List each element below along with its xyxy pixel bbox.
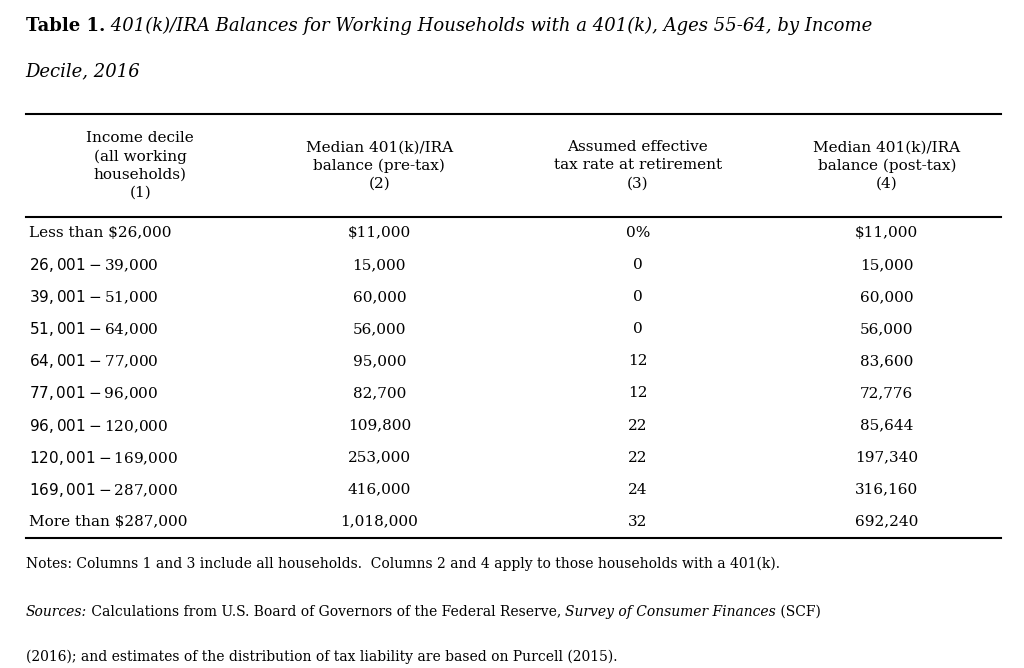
Text: Median 401(k)/IRA
balance (pre-tax)
(2): Median 401(k)/IRA balance (pre-tax) (2)	[306, 140, 453, 190]
Text: 0: 0	[633, 259, 643, 272]
Text: Survey of Consumer Finances: Survey of Consumer Finances	[565, 605, 776, 619]
Text: 56,000: 56,000	[352, 323, 407, 336]
Text: 32: 32	[629, 515, 647, 528]
Text: 0: 0	[633, 291, 643, 304]
Text: $26,001-$39,000: $26,001-$39,000	[29, 257, 158, 274]
Text: 692,240: 692,240	[855, 515, 919, 528]
Text: Assumed effective
tax rate at retirement
(3): Assumed effective tax rate at retirement…	[554, 140, 722, 190]
Text: 253,000: 253,000	[348, 451, 411, 464]
Text: 95,000: 95,000	[352, 355, 407, 368]
Text: Table 1.: Table 1.	[26, 17, 105, 35]
Text: 85,644: 85,644	[860, 419, 913, 432]
Text: 416,000: 416,000	[348, 483, 411, 496]
Text: $11,000: $11,000	[855, 226, 919, 240]
Text: (2016); and estimates of the distribution of tax liability are based on Purcell : (2016); and estimates of the distributio…	[26, 650, 617, 665]
Text: 401(k)/IRA Balances for Working Households with a 401(k), Ages 55-64, by Income: 401(k)/IRA Balances for Working Househol…	[105, 17, 872, 35]
Text: 12: 12	[628, 355, 648, 368]
Text: $39,001-$51,000: $39,001-$51,000	[29, 289, 158, 306]
Text: Calculations from U.S. Board of Governors of the Federal Reserve,: Calculations from U.S. Board of Governor…	[87, 605, 565, 619]
Text: (SCF): (SCF)	[776, 605, 821, 619]
Text: $11,000: $11,000	[348, 226, 411, 240]
Text: 15,000: 15,000	[352, 259, 407, 272]
Text: $120,001-$169,000: $120,001-$169,000	[29, 449, 177, 466]
Text: 1,018,000: 1,018,000	[340, 515, 418, 528]
Text: $169,001-$287,000: $169,001-$287,000	[29, 481, 177, 498]
Text: 24: 24	[628, 483, 648, 496]
Text: 56,000: 56,000	[860, 323, 913, 336]
Text: Notes: Columns 1 and 3 include all households.  Columns 2 and 4 apply to those h: Notes: Columns 1 and 3 include all house…	[26, 556, 779, 571]
Text: 0: 0	[633, 323, 643, 336]
Text: Income decile
(all working
households)
(1): Income decile (all working households) (…	[86, 132, 195, 199]
Text: Less than $26,000: Less than $26,000	[29, 226, 171, 240]
Text: 15,000: 15,000	[860, 259, 913, 272]
Text: 0%: 0%	[626, 226, 650, 240]
Text: 316,160: 316,160	[855, 483, 919, 496]
Text: $64,001-$77,000: $64,001-$77,000	[29, 353, 159, 370]
Text: 12: 12	[628, 387, 648, 400]
Text: Median 401(k)/IRA
balance (post-tax)
(4): Median 401(k)/IRA balance (post-tax) (4)	[813, 140, 961, 190]
Text: $51,001-$64,000: $51,001-$64,000	[29, 321, 158, 338]
Text: More than $287,000: More than $287,000	[29, 515, 187, 528]
Text: 22: 22	[628, 419, 648, 432]
Text: 83,600: 83,600	[860, 355, 913, 368]
Text: $77,001-$96,000: $77,001-$96,000	[29, 385, 158, 402]
Text: 60,000: 60,000	[352, 291, 407, 304]
Text: Decile, 2016: Decile, 2016	[26, 62, 140, 80]
Text: Sources:: Sources:	[26, 605, 87, 619]
Text: 60,000: 60,000	[860, 291, 913, 304]
Text: $96,001-$120,000: $96,001-$120,000	[29, 417, 168, 434]
Text: 109,800: 109,800	[348, 419, 411, 432]
Text: 82,700: 82,700	[352, 387, 407, 400]
Text: 22: 22	[628, 451, 648, 464]
Text: 197,340: 197,340	[855, 451, 919, 464]
Text: 72,776: 72,776	[860, 387, 913, 400]
